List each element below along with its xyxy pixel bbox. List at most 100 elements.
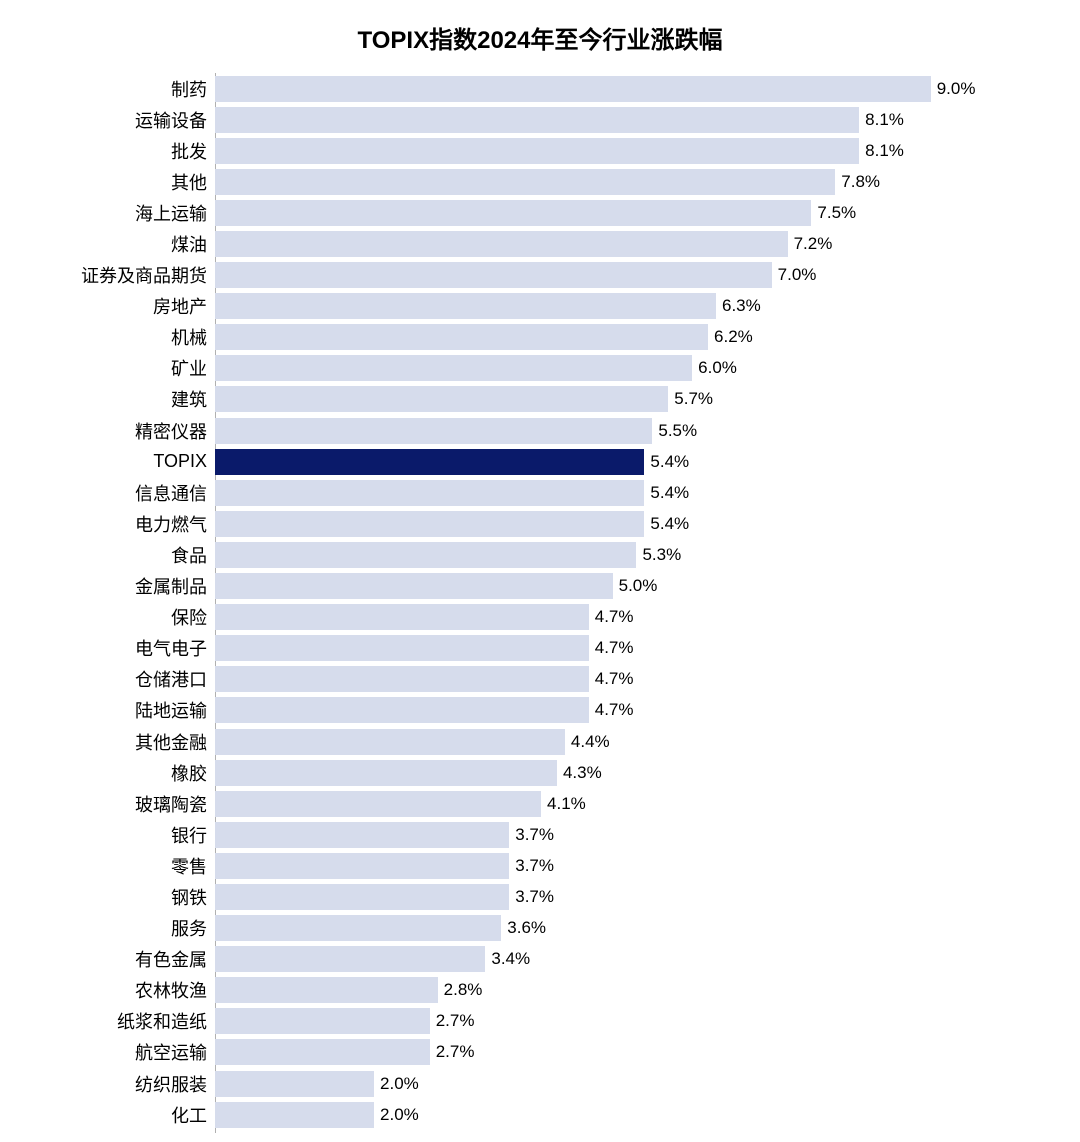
bar-track: 9.0%	[215, 73, 1050, 104]
category-label: 食品	[30, 542, 215, 568]
bar-track: 8.1%	[215, 135, 1050, 166]
bar: 5.4%	[215, 511, 644, 537]
bar: 5.0%	[215, 573, 613, 599]
bar-row: 建筑5.7%	[30, 384, 1050, 415]
bar-track: 7.8%	[215, 166, 1050, 197]
bar: 5.7%	[215, 386, 668, 412]
category-label: 批发	[30, 138, 215, 164]
value-label: 2.7%	[436, 1011, 475, 1031]
value-label: 4.7%	[595, 669, 634, 689]
value-label: 5.3%	[642, 545, 681, 565]
bar: 4.3%	[215, 760, 557, 786]
bar-track: 4.4%	[215, 726, 1050, 757]
category-label: 信息通信	[30, 480, 215, 506]
value-label: 5.4%	[650, 514, 689, 534]
bar-track: 6.3%	[215, 291, 1050, 322]
value-label: 4.7%	[595, 700, 634, 720]
bar: 7.2%	[215, 231, 788, 257]
bar-track: 3.6%	[215, 913, 1050, 944]
bar: 2.8%	[215, 977, 438, 1003]
bar: 2.0%	[215, 1071, 374, 1097]
category-label: 电气电子	[30, 635, 215, 661]
bar-highlight: 5.4%	[215, 449, 644, 475]
bar: 4.1%	[215, 791, 541, 817]
bar-track: 5.4%	[215, 446, 1050, 477]
category-label: 制药	[30, 76, 215, 102]
bar-track: 7.2%	[215, 228, 1050, 259]
bar-track: 4.3%	[215, 757, 1050, 788]
bar-track: 5.4%	[215, 508, 1050, 539]
bar: 8.1%	[215, 138, 859, 164]
bar-track: 2.7%	[215, 1006, 1050, 1037]
value-label: 5.5%	[658, 421, 697, 441]
bar-row: 海上运输7.5%	[30, 197, 1050, 228]
bar-row: 服务3.6%	[30, 913, 1050, 944]
bar-row: 机械 6.2%	[30, 322, 1050, 353]
bar: 4.4%	[215, 729, 565, 755]
bar: 3.6%	[215, 915, 501, 941]
category-label: 航空运输	[30, 1039, 215, 1065]
value-label: 5.7%	[674, 389, 713, 409]
bar-track: 4.7%	[215, 695, 1050, 726]
value-label: 6.0%	[698, 358, 737, 378]
category-label: 零售	[30, 853, 215, 879]
value-label: 5.4%	[650, 452, 689, 472]
category-label: 证券及商品期货	[30, 262, 215, 288]
category-label: 其他金融	[30, 729, 215, 755]
bar-track: 5.7%	[215, 384, 1050, 415]
category-label: 电力燃气	[30, 511, 215, 537]
bar: 3.7%	[215, 822, 509, 848]
category-label: 建筑	[30, 386, 215, 412]
bar-row: 农林牧渔2.8%	[30, 975, 1050, 1006]
bar: 8.1%	[215, 107, 859, 133]
category-label: 服务	[30, 915, 215, 941]
bar: 3.7%	[215, 853, 509, 879]
bar: 3.7%	[215, 884, 509, 910]
value-label: 7.8%	[841, 172, 880, 192]
bar-track: 3.7%	[215, 850, 1050, 881]
value-label: 4.7%	[595, 607, 634, 627]
category-label: 运输设备	[30, 107, 215, 133]
category-label: 陆地运输	[30, 697, 215, 723]
bar-track: 5.0%	[215, 571, 1050, 602]
value-label: 5.0%	[619, 576, 658, 596]
bar-row: 房地产6.3%	[30, 291, 1050, 322]
bar-row: 陆地运输 4.7%	[30, 695, 1050, 726]
value-label: 6.2%	[714, 327, 753, 347]
bar-row: 食品 5.3%	[30, 539, 1050, 570]
bar-row: 运输设备8.1%	[30, 104, 1050, 135]
category-label: 精密仪器	[30, 418, 215, 444]
value-label: 4.4%	[571, 732, 610, 752]
value-label: 3.7%	[515, 856, 554, 876]
bar-track: 7.0%	[215, 260, 1050, 291]
value-label: 3.7%	[515, 825, 554, 845]
bar-track: 3.4%	[215, 944, 1050, 975]
bar-row: 电力燃气5.4%	[30, 508, 1050, 539]
bar-track: 4.1%	[215, 788, 1050, 819]
bar-row: 玻璃陶瓷4.1%	[30, 788, 1050, 819]
bar-track: 4.7%	[215, 633, 1050, 664]
bar: 2.7%	[215, 1008, 430, 1034]
bar: 7.0%	[215, 262, 772, 288]
bar: 9.0%	[215, 76, 931, 102]
bar-track: 6.0%	[215, 353, 1050, 384]
bar: 4.7%	[215, 635, 589, 661]
category-label: 银行	[30, 822, 215, 848]
bar-row: 保险4.7%	[30, 602, 1050, 633]
value-label: 7.2%	[794, 234, 833, 254]
bar-row: 有色金属3.4%	[30, 944, 1050, 975]
bar-track: 4.7%	[215, 664, 1050, 695]
chart-area: 制药9.0%运输设备8.1%批发8.1%其他7.8%海上运输7.5%煤油7.2%…	[30, 73, 1050, 1133]
bar-row: 其他金融4.4%	[30, 726, 1050, 757]
value-label: 2.0%	[380, 1105, 419, 1125]
category-label: 有色金属	[30, 946, 215, 972]
bar-row: 矿业 6.0%	[30, 353, 1050, 384]
category-label: 农林牧渔	[30, 977, 215, 1003]
bar-row: 煤油7.2%	[30, 228, 1050, 259]
bar: 5.4%	[215, 480, 644, 506]
value-label: 7.0%	[778, 265, 817, 285]
category-label: 矿业	[30, 355, 215, 381]
bar-track: 7.5%	[215, 197, 1050, 228]
category-label: 机械	[30, 324, 215, 350]
bar: 4.7%	[215, 604, 589, 630]
